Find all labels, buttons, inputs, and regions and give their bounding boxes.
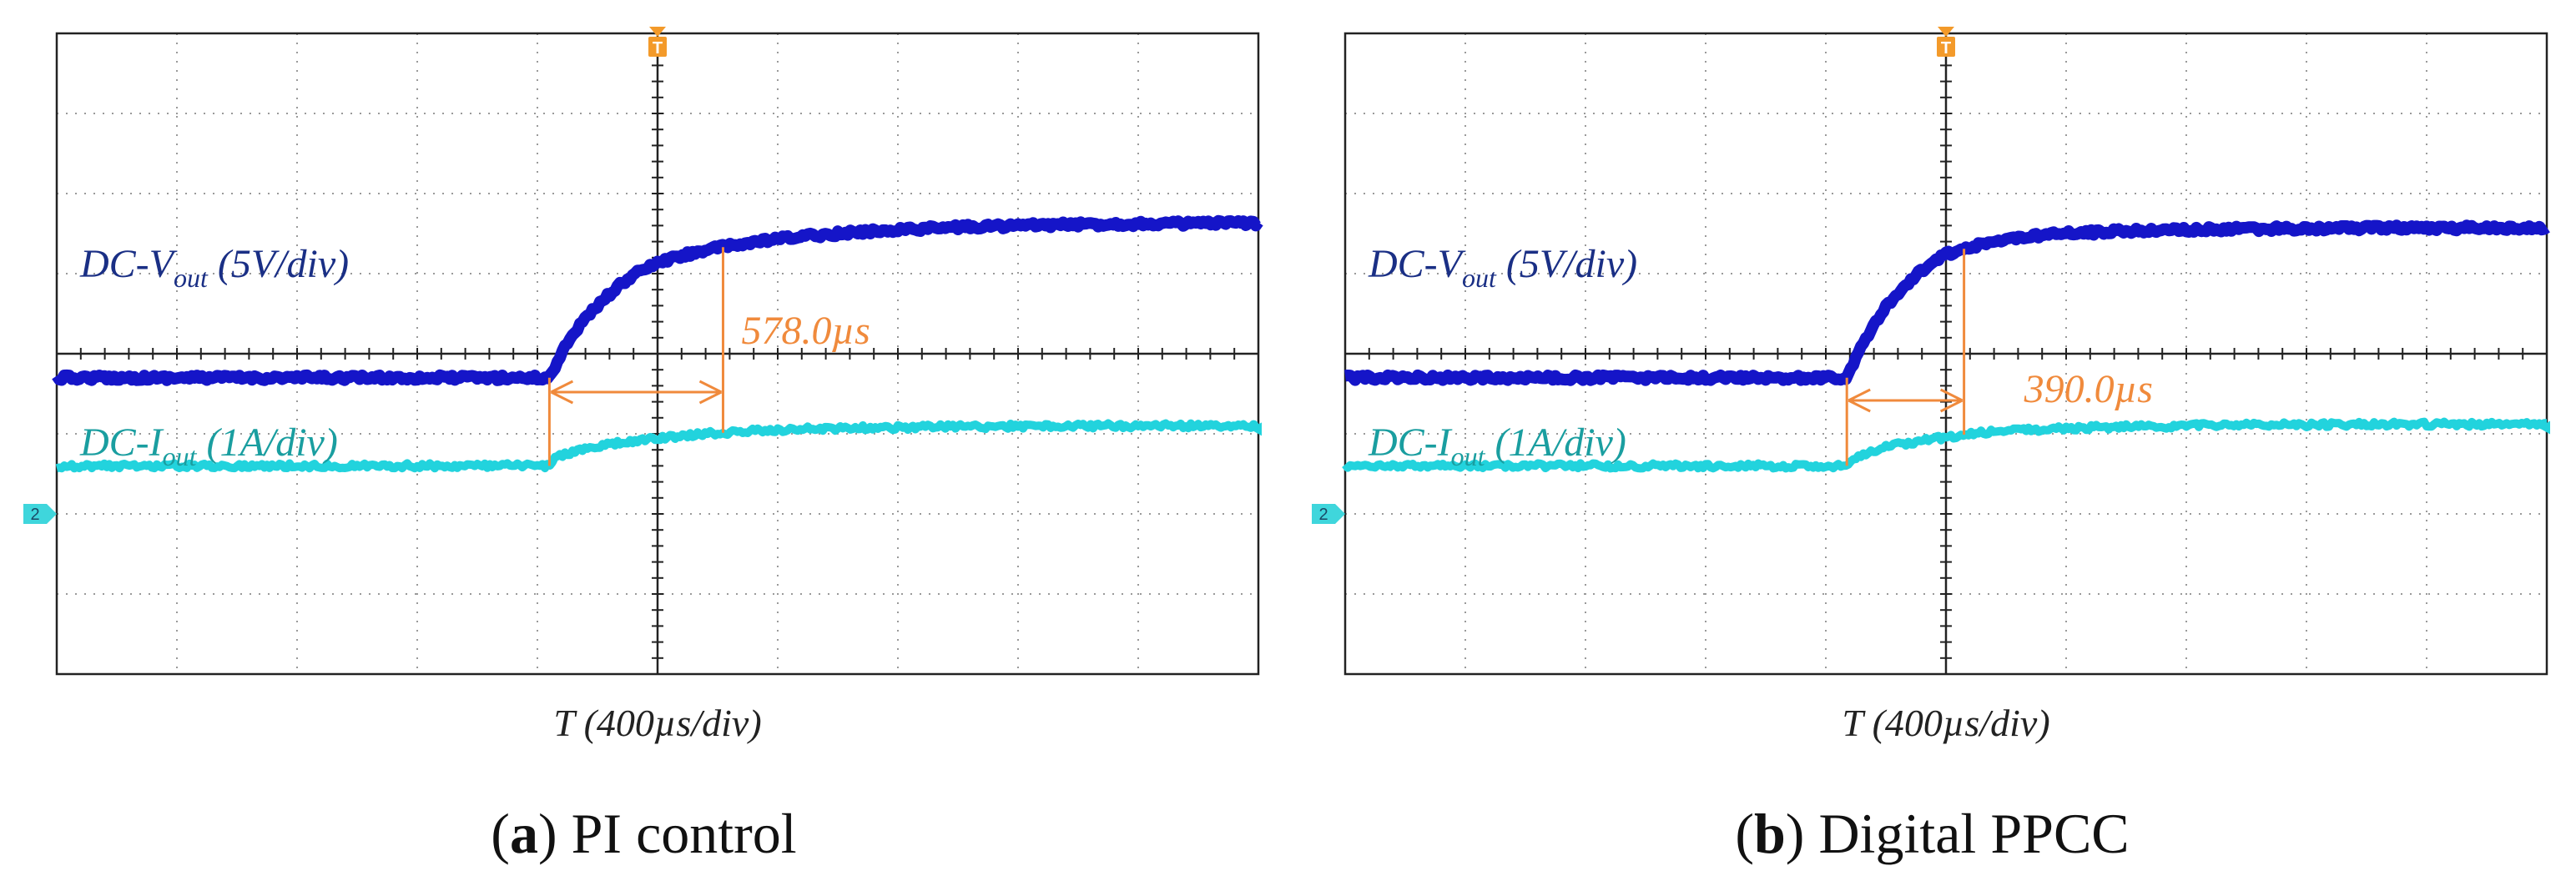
annotation-arrowhead-left xyxy=(1848,388,1871,413)
trigger-pointer xyxy=(1938,27,1954,37)
caption-letter: b xyxy=(1753,802,1786,865)
label-subscript: out xyxy=(174,263,209,293)
oscilloscope-chart-b: DC-Vout (5V/div)DC-Iout (1A/div)390.0µsT… xyxy=(1312,27,2550,744)
channel-marker-label: 2 xyxy=(30,506,39,524)
channel-marker: 2 xyxy=(1312,504,1345,524)
panel-a: DC-Vout (5V/div) DC-Iout (1A/div) 578.0µs T… xyxy=(23,27,1263,865)
trace-voltage xyxy=(1342,219,2550,386)
annotation-arrowhead-left xyxy=(550,380,574,405)
trigger-pointer xyxy=(649,27,666,37)
label-tail: (5V/div) xyxy=(1496,242,1637,286)
label-tail: (5V/div) xyxy=(208,242,349,286)
reference-marker xyxy=(2538,420,2550,435)
caption-text: PI control xyxy=(571,802,797,865)
trigger-label: T xyxy=(653,39,663,58)
grid xyxy=(1344,33,2548,675)
grid xyxy=(56,33,1259,675)
trace-current xyxy=(1342,417,2548,473)
x-axis-label: T (400µs/div) xyxy=(553,702,761,744)
oscilloscope-chart-a: DC-Vout (5V/div)DC-Iout (1A/div)578.0µsT… xyxy=(23,27,1263,744)
label-voltage: DC-Vout (5V/div) xyxy=(79,242,349,293)
channel-marker-label: 2 xyxy=(1318,506,1328,524)
annotation-label: 578.0µs xyxy=(741,309,870,353)
label-subscript: out xyxy=(163,441,198,471)
x-axis-label: T (400µs/div) xyxy=(1842,702,2049,744)
label-subscript: out xyxy=(1451,441,1486,471)
label-tail: (1A/div) xyxy=(1485,420,1626,465)
label-main: DC-I xyxy=(79,420,164,465)
label-main: DC-V xyxy=(1368,242,1466,286)
annotation-arrowhead-right xyxy=(1939,388,1964,413)
channel-marker-shape xyxy=(1312,504,1345,524)
trace-current xyxy=(55,419,1262,473)
label-current: DC-Iout (1A/div) xyxy=(1368,420,1626,471)
trigger-marker: T xyxy=(1937,27,1955,58)
label-current: DC-Iout (1A/div) xyxy=(79,420,338,471)
trigger-label: T xyxy=(1941,39,1951,58)
annotation-label: 390.0µs xyxy=(2024,367,2153,411)
trigger-marker: T xyxy=(648,27,667,58)
trigger-box xyxy=(648,37,667,57)
label-main: DC-I xyxy=(1368,420,1453,465)
label-tail: (1A/div) xyxy=(197,420,338,465)
trace-voltage xyxy=(52,214,1263,386)
label-voltage: DC-Vout (5V/div) xyxy=(1368,242,1637,293)
timing-annotation: 578.0µs xyxy=(547,247,870,466)
caption-text: Digital PPCC xyxy=(1818,802,2130,865)
caption-a: (a) PI control xyxy=(491,802,797,865)
caption-b: (b) Digital PPCC xyxy=(1735,802,2130,865)
label-subscript: out xyxy=(1462,263,1497,293)
channel-marker: 2 xyxy=(23,504,57,524)
reference-marker xyxy=(1250,422,1262,436)
annotation-arrowhead-right xyxy=(698,380,723,405)
panel-b: DC-Vout (5V/div) DC-Iout (1A/div) 390.0µs T… xyxy=(1288,0,2576,896)
trigger-box xyxy=(1937,37,1955,57)
label-main: DC-V xyxy=(79,242,178,286)
caption-letter: a xyxy=(509,802,538,865)
channel-marker-shape xyxy=(23,504,57,524)
timing-annotation: 390.0µs xyxy=(1845,249,2153,466)
